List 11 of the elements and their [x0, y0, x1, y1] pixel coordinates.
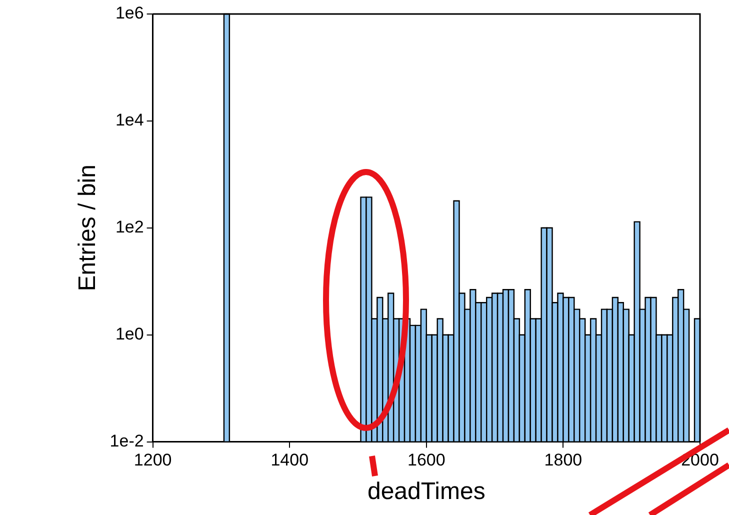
x-tick-label: 1600	[408, 450, 446, 470]
x-axis-title: deadTimes	[367, 478, 486, 506]
y-tick-label: 1e0	[115, 324, 144, 344]
y-tick-label: 1e4	[115, 110, 144, 130]
y-axis-title: Entries / bin	[74, 164, 102, 292]
x-tick-label: 1400	[270, 450, 309, 470]
x-tick-label: 1200	[134, 450, 172, 470]
y-tick-label: 1e2	[115, 218, 144, 237]
y-tick-label: 1e-2	[110, 431, 144, 450]
y-tick-label: 1e6	[115, 4, 144, 23]
x-tick-label: 1800	[544, 450, 582, 470]
